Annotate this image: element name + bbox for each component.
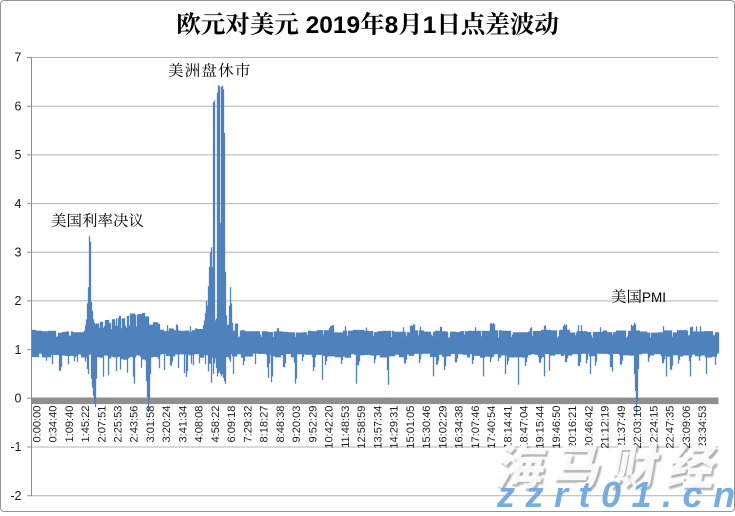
svg-text:8: 8	[385, 12, 399, 39]
svg-text:15:30:46: 15:30:46	[421, 406, 433, 449]
svg-text:4:58:22: 4:58:22	[210, 406, 222, 443]
svg-text:20:16:21: 20:16:21	[567, 406, 579, 449]
svg-text:0:00:00: 0:00:00	[31, 406, 43, 443]
svg-text:21:37:49: 21:37:49	[616, 406, 628, 449]
svg-text:8:18:27: 8:18:27	[259, 406, 271, 443]
svg-text:1:45:22: 1:45:22	[80, 406, 92, 443]
svg-text:1: 1	[15, 343, 22, 357]
svg-text:PMI: PMI	[642, 290, 666, 305]
svg-text:13:57:34: 13:57:34	[372, 406, 384, 449]
svg-text:11:48:53: 11:48:53	[340, 406, 352, 448]
svg-text:7: 7	[15, 51, 22, 65]
svg-text:2019: 2019	[306, 12, 361, 39]
svg-text:15:01:05: 15:01:05	[405, 406, 417, 449]
svg-text:1:09:40: 1:09:40	[64, 406, 76, 443]
svg-text:7:29:32: 7:29:32	[242, 406, 254, 443]
svg-text:0: 0	[15, 392, 22, 406]
svg-text:2:43:56: 2:43:56	[129, 406, 141, 443]
svg-text:14:29:31: 14:29:31	[389, 406, 401, 449]
svg-text:3:01:58: 3:01:58	[145, 406, 157, 443]
svg-text:18:14:41: 18:14:41	[502, 406, 514, 449]
svg-text:-2: -2	[10, 489, 21, 503]
svg-text:19:46:50: 19:46:50	[551, 406, 563, 449]
svg-text:3: 3	[15, 246, 22, 260]
svg-text:3:20:24: 3:20:24	[161, 406, 173, 443]
svg-text:6: 6	[15, 99, 22, 113]
svg-text:17:40:54: 17:40:54	[486, 406, 498, 449]
svg-text:2:25:53: 2:25:53	[113, 406, 125, 443]
svg-text:4: 4	[15, 197, 22, 211]
svg-text:16:02:29: 16:02:29	[437, 406, 449, 449]
svg-text:16:34:38: 16:34:38	[454, 406, 466, 449]
svg-text:9:52:29: 9:52:29	[307, 406, 319, 443]
svg-text:20:46:42: 20:46:42	[584, 406, 596, 449]
svg-text:18:47:04: 18:47:04	[519, 406, 531, 449]
svg-text:10:42:20: 10:42:20	[324, 406, 336, 449]
svg-text:23:34:53: 23:34:53	[697, 406, 709, 449]
svg-text:22:03:10: 22:03:10	[632, 406, 644, 449]
svg-text:4:08:08: 4:08:08	[194, 406, 206, 443]
svg-text:5: 5	[15, 148, 22, 162]
svg-text:2: 2	[15, 294, 22, 308]
svg-text:6:09:18: 6:09:18	[226, 406, 238, 443]
svg-text:3:41:34: 3:41:34	[178, 406, 190, 443]
svg-text:17:07:46: 17:07:46	[470, 406, 482, 449]
svg-text:9:20:03: 9:20:03	[291, 406, 303, 443]
svg-text:22:47:35: 22:47:35	[665, 406, 677, 449]
svg-text:12:58:59: 12:58:59	[356, 406, 368, 449]
svg-text:19:15:44: 19:15:44	[535, 406, 547, 449]
svg-text:2:07:51: 2:07:51	[96, 406, 108, 443]
svg-text:0:34:40: 0:34:40	[48, 406, 60, 443]
svg-text:-1: -1	[10, 440, 21, 454]
svg-text:23:09:06: 23:09:06	[681, 406, 693, 449]
svg-text:1: 1	[423, 12, 437, 39]
svg-text:8:48:38: 8:48:38	[275, 406, 287, 443]
svg-text:21:12:19: 21:12:19	[600, 406, 612, 449]
svg-text:22:24:15: 22:24:15	[648, 406, 660, 449]
